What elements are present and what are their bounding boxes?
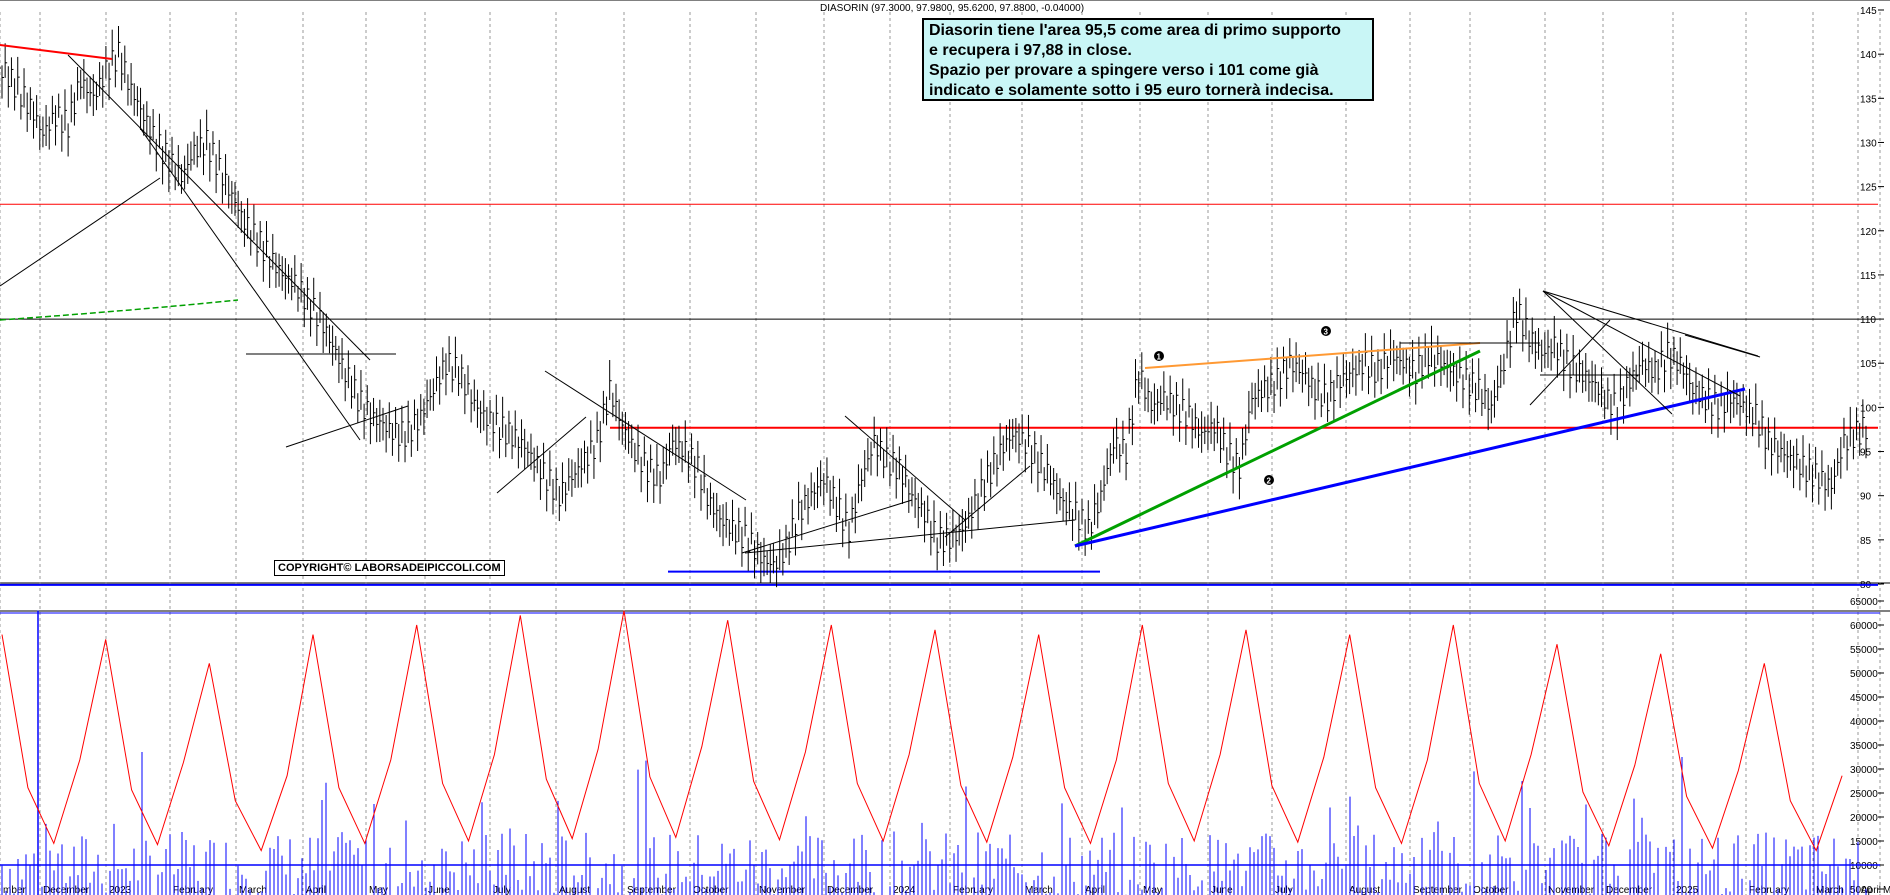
volume-tick-label: 25000 <box>1850 789 1878 800</box>
volume-tick-label: 35000 <box>1850 741 1878 752</box>
x-tick-label: 2025 <box>1676 885 1699 895</box>
pivot-marker-label: 2 <box>1267 477 1272 486</box>
chart-title: DIASORIN (97.3000, 97.9800, 95.6200, 97.… <box>820 3 1084 14</box>
x-tick-label: April <box>1085 885 1105 895</box>
pivot-marker-3 <box>1321 326 1331 336</box>
downtrend-line-nov24-2 <box>1542 290 1673 415</box>
volume-tick-label: 40000 <box>1850 717 1878 728</box>
x-tick-label: October <box>1473 885 1509 895</box>
downtrend-red-line <box>0 44 113 60</box>
price-tick-label: 100 <box>1860 403 1877 414</box>
annotation-line-3: Spazio per provare a spingere verso i 10… <box>929 62 1319 79</box>
x-tick-label: September <box>627 885 677 895</box>
uptrend-line-feb <box>944 465 1031 538</box>
x-tick-label: August <box>1349 885 1380 895</box>
volume-tick-label: 15000 <box>1850 837 1878 848</box>
downtrend-line-2 <box>139 127 361 441</box>
x-tick-label: July <box>1275 885 1293 895</box>
x-tick-label: 2023 <box>109 885 132 895</box>
price-tick-label: 85 <box>1860 536 1872 547</box>
x-tick-label: December <box>1606 885 1653 895</box>
x-tick-label: February <box>953 885 993 895</box>
annotation-line-4: indicato e solamente sotto i 95 euro tor… <box>929 82 1334 99</box>
x-tick-label: 2024 <box>893 885 916 895</box>
x-tick-label: mber <box>3 885 26 895</box>
uptrend-orange-line <box>1144 342 1481 369</box>
x-tick-label: August <box>559 885 590 895</box>
uptrend-line-july <box>496 416 587 494</box>
volume-tick-label: 5000 <box>1850 885 1873 895</box>
uptrend-line-nov <box>741 499 913 554</box>
uptrend-line-nov24 <box>1529 319 1611 406</box>
uptrend-line-early <box>0 177 161 287</box>
downtrend-line-nov24 <box>1542 290 1759 357</box>
x-tick-label: October <box>693 885 729 895</box>
x-tick-label: November <box>1548 885 1595 895</box>
volume-tick-label: 30000 <box>1850 765 1878 776</box>
annotation-line-2: e recupera i 97,88 in close. <box>929 42 1132 59</box>
price-tick-label: 115 <box>1860 271 1876 282</box>
moving-average-dashed <box>0 299 239 321</box>
triangle-lower-line <box>285 405 409 448</box>
downtrend-line-dec <box>844 415 966 521</box>
price-tick-label: 145 <box>1860 6 1877 17</box>
price-tick-label: 90 <box>1860 492 1872 503</box>
downtrend-line-aug <box>544 370 747 501</box>
uptrend-blue-line <box>1074 387 1746 548</box>
x-tick-label: April <box>1861 885 1881 895</box>
volume-tick-label: 60000 <box>1850 621 1878 632</box>
x-tick-label: February <box>1749 885 1789 895</box>
uptrend-line-nov-2 <box>744 519 1076 554</box>
volume-tick-label: 10000 <box>1850 861 1878 872</box>
pivot-marker-1 <box>1154 351 1164 361</box>
volume-tick-label: 65000 <box>1850 597 1878 608</box>
analysis-annotation-box: Diasorin tiene l'area 95,5 come area di … <box>922 18 1374 101</box>
price-tick-label: 110 <box>1860 315 1876 326</box>
price-tick-label: 140 <box>1860 50 1877 61</box>
pivot-marker-label: 1 <box>1157 353 1162 362</box>
price-tick-label: 135 <box>1860 94 1877 105</box>
x-tick-label: February <box>173 885 213 895</box>
volume-average-line <box>1 610 1843 852</box>
price-tick-label: 120 <box>1860 227 1877 238</box>
x-tick-label: March <box>1025 885 1053 895</box>
x-tick-label: Ma <box>1883 885 1890 895</box>
x-tick-label: June <box>428 885 450 895</box>
copyright-label: COPYRIGHT© LABORSADEIPICCOLI.COM <box>274 560 505 576</box>
downtrend-line-1 <box>67 54 371 361</box>
pivot-marker-label: 3 <box>1324 328 1329 337</box>
price-tick-label: 105 <box>1860 359 1877 370</box>
uptrend-green-line <box>1074 349 1481 548</box>
annotation-line-1: Diasorin tiene l'area 95,5 come area di … <box>929 22 1341 39</box>
x-tick-label: March <box>239 885 267 895</box>
volume-tick-label: 45000 <box>1850 693 1878 704</box>
price-tick-label: 130 <box>1860 138 1877 149</box>
pivot-marker-2 <box>1264 475 1274 485</box>
price-tick-label: 125 <box>1860 183 1877 194</box>
x-tick-label: May <box>1143 885 1162 895</box>
downtrend-line-jan25 <box>1684 334 1761 358</box>
volume-tick-label: 50000 <box>1850 669 1878 680</box>
downtrend-line-nov24-3 <box>1542 290 1741 397</box>
volume-tick-label: 20000 <box>1850 813 1878 824</box>
volume-tick-label: 55000 <box>1850 645 1878 656</box>
x-tick-label: April <box>306 885 326 895</box>
